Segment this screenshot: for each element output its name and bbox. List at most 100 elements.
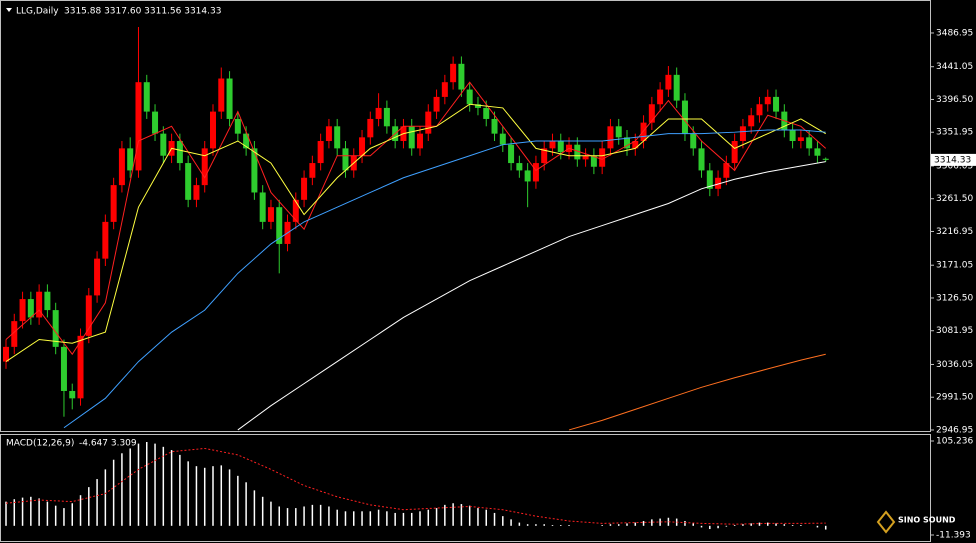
candle-body xyxy=(450,63,457,83)
candle-body xyxy=(731,141,738,164)
candle-body xyxy=(557,141,564,153)
chart-title: LLG,Daily xyxy=(16,7,59,17)
candle-body xyxy=(383,107,390,127)
logo-text: SINO SOUND xyxy=(898,516,956,525)
candle-body xyxy=(11,321,18,347)
candle-body xyxy=(334,126,341,149)
candle-body xyxy=(19,299,26,322)
candle-body xyxy=(69,390,76,399)
candle-body xyxy=(797,137,804,142)
candle-body xyxy=(359,137,366,156)
candle-body xyxy=(822,158,829,160)
macd-title: MACD(12,26,9) xyxy=(6,439,74,449)
candle-body xyxy=(549,141,556,149)
candle-body xyxy=(723,163,730,178)
candle-body xyxy=(806,137,813,149)
y-tick-label: 3216.95 xyxy=(936,227,973,237)
candle-body xyxy=(143,82,150,112)
y-tick-label: 3396.50 xyxy=(936,95,973,105)
y-tick-label: 105.236 xyxy=(936,437,973,447)
candle-body xyxy=(160,133,167,156)
menu-triangle xyxy=(6,8,12,12)
candle-body xyxy=(201,148,208,186)
candle-body xyxy=(259,192,266,222)
candle-body xyxy=(541,148,548,164)
candle-body xyxy=(814,148,821,156)
y-tick-label: 3486.95 xyxy=(936,28,973,38)
candle-body xyxy=(342,148,349,171)
candle-body xyxy=(94,258,101,296)
price-label-box xyxy=(931,153,976,166)
y-tick-label: 3351.95 xyxy=(936,128,973,138)
candle-body xyxy=(524,170,531,182)
candle-body xyxy=(243,133,250,149)
candle-body xyxy=(698,148,705,171)
candle-body xyxy=(210,111,216,149)
candle-body xyxy=(60,346,67,391)
candle-body xyxy=(590,155,597,167)
macd-panel-frame xyxy=(0,434,931,542)
candle-body xyxy=(706,170,713,189)
candle-body xyxy=(176,141,183,164)
ohlc-label: 3315.88 3317.60 3311.56 3314.33 xyxy=(64,7,221,17)
candle-body xyxy=(466,89,473,105)
moving-average-line xyxy=(5,81,827,356)
candle-body xyxy=(152,111,159,134)
candle-body xyxy=(532,163,539,182)
candle-body xyxy=(491,118,498,134)
candle-body xyxy=(193,185,200,200)
candle-body xyxy=(607,126,614,149)
candle-body xyxy=(234,118,241,134)
candle-body xyxy=(85,295,92,336)
candle-body xyxy=(773,96,780,112)
y-tick-label: 3261.50 xyxy=(936,194,973,204)
candle-body xyxy=(417,133,423,149)
candle-body xyxy=(615,126,622,138)
candle-body xyxy=(458,63,465,90)
y-tick-label: 2991.50 xyxy=(936,393,973,403)
candle-body xyxy=(52,310,59,347)
candle-body xyxy=(375,107,382,119)
main-panel-frame xyxy=(0,0,931,432)
candle-body xyxy=(309,163,316,178)
candle-body xyxy=(292,199,299,222)
candle-body xyxy=(77,335,84,399)
y-tick-label: 3126.50 xyxy=(936,293,973,303)
macd-values: -4.647 3.309 xyxy=(79,439,137,449)
candle-body xyxy=(739,126,746,142)
candle-body xyxy=(599,148,606,167)
candle-body xyxy=(3,346,9,362)
candle-body xyxy=(127,148,134,171)
candle-body xyxy=(516,163,523,171)
candle-body xyxy=(276,207,283,244)
candle-body xyxy=(218,78,225,112)
candle-body xyxy=(582,155,589,160)
candle-body xyxy=(648,104,655,123)
candle-body xyxy=(789,129,796,142)
candle-body xyxy=(433,96,440,112)
moving-average-line xyxy=(5,103,826,362)
candle-body xyxy=(474,104,481,108)
candle-body xyxy=(508,144,515,164)
candle-body xyxy=(251,148,258,193)
y-tick-label: 3081.95 xyxy=(936,326,973,336)
candle-body xyxy=(425,111,432,134)
candle-body xyxy=(483,107,490,119)
candle-body xyxy=(102,221,109,259)
candle-body xyxy=(267,207,274,222)
candle-body xyxy=(441,82,448,97)
candle-body xyxy=(681,100,688,134)
candle-body xyxy=(632,141,639,149)
y-tick-label: -11.393 xyxy=(936,531,971,541)
candle-body xyxy=(44,291,51,311)
logo-icon xyxy=(876,510,896,534)
candle-body xyxy=(690,133,697,149)
candle-body xyxy=(574,144,581,160)
candle-body xyxy=(226,78,233,119)
candle-body xyxy=(367,118,374,138)
y-tick-label: 3036.05 xyxy=(936,360,973,370)
moving-average-line xyxy=(237,161,826,431)
candle-body xyxy=(673,74,680,101)
candle-body xyxy=(748,115,755,127)
